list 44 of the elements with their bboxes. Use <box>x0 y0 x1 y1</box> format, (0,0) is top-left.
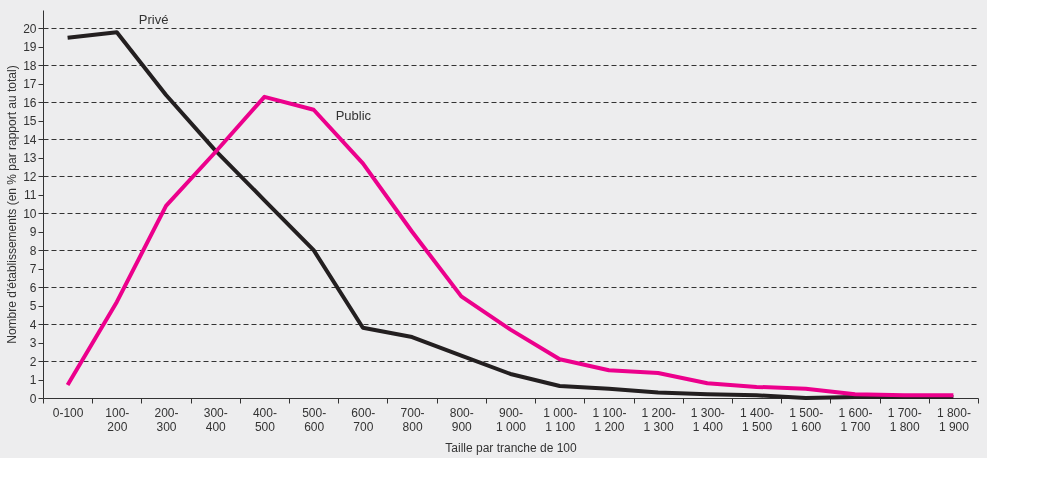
x-tick-label: 1 400- 1 500 <box>740 405 775 434</box>
y-tick-label: 13 <box>23 151 37 166</box>
x-tick-label: 1 100- 1 200 <box>592 405 627 434</box>
y-tick-label: 19 <box>23 40 37 55</box>
y-tick-label: 12 <box>23 169 37 184</box>
y-axis-title: Nombre d'établissements (en % par rapport au total) <box>5 65 20 344</box>
x-tick-label: 800- 900 <box>449 405 474 434</box>
x-tick-label: 1 300- 1 400 <box>690 405 725 434</box>
y-tick-label: 17 <box>23 77 37 92</box>
y-tick-label: 11 <box>24 188 37 203</box>
x-tick-label: 400- 500 <box>252 405 277 434</box>
y-tick-label: 7 <box>29 262 37 277</box>
x-tick-label: 1 000- 1 100 <box>543 405 578 434</box>
y-tick-label: 14 <box>23 132 37 147</box>
x-tick-label: 300- 400 <box>203 405 228 434</box>
y-tick-label: 20 <box>23 21 37 36</box>
y-tick-label: 6 <box>29 280 37 295</box>
y-tick-label: 16 <box>23 95 37 110</box>
y-tick-label: 5 <box>29 299 37 314</box>
x-tick-label: 1 500- 1 600 <box>789 405 824 434</box>
x-tick-label: 1 600- 1 700 <box>838 405 873 434</box>
series-label: Public <box>335 107 372 123</box>
x-tick-label: 0-100 <box>52 405 84 420</box>
x-tick-label: 500- 600 <box>302 405 327 434</box>
y-tick-label: 3 <box>29 336 37 351</box>
y-tick-label: 2 <box>29 354 37 369</box>
x-tick-label: 1 200- 1 300 <box>641 405 676 434</box>
x-tick-label: 900- 1 000 <box>495 405 527 434</box>
x-tick-label: 100- 200 <box>105 405 130 434</box>
y-tick-label: 18 <box>23 58 37 73</box>
y-tick-label: 10 <box>23 206 37 221</box>
x-tick-label: 200- 300 <box>154 405 179 434</box>
y-tick-label: 8 <box>29 243 37 258</box>
y-tick-label: 1 <box>29 373 37 388</box>
y-tick-label: 15 <box>23 114 37 129</box>
x-tick-label: 600- 700 <box>351 405 376 434</box>
y-tick-label: 0 <box>29 391 37 406</box>
x-tick-label: 700- 800 <box>400 405 425 434</box>
x-tick-label: 1 800- 1 900 <box>936 405 971 434</box>
x-axis-title: Taille par tranche de 100 <box>445 440 578 455</box>
y-tick-label: 4 <box>29 317 37 332</box>
x-tick-label: 1 700- 1 800 <box>887 405 922 434</box>
series-label: Privé <box>138 12 169 28</box>
y-tick-label: 9 <box>29 225 37 240</box>
